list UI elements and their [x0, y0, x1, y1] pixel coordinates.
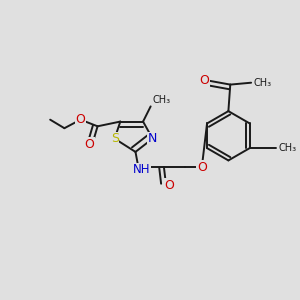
Text: O: O [165, 178, 175, 192]
Text: CH₃: CH₃ [253, 78, 271, 88]
Text: CH₃: CH₃ [278, 143, 296, 153]
Text: O: O [76, 113, 85, 126]
Text: S: S [111, 132, 119, 145]
Text: O: O [197, 160, 207, 174]
Text: O: O [84, 138, 94, 151]
Text: CH₃: CH₃ [152, 94, 171, 104]
Text: O: O [200, 74, 210, 87]
Text: N: N [148, 132, 157, 145]
Text: NH: NH [134, 164, 151, 176]
